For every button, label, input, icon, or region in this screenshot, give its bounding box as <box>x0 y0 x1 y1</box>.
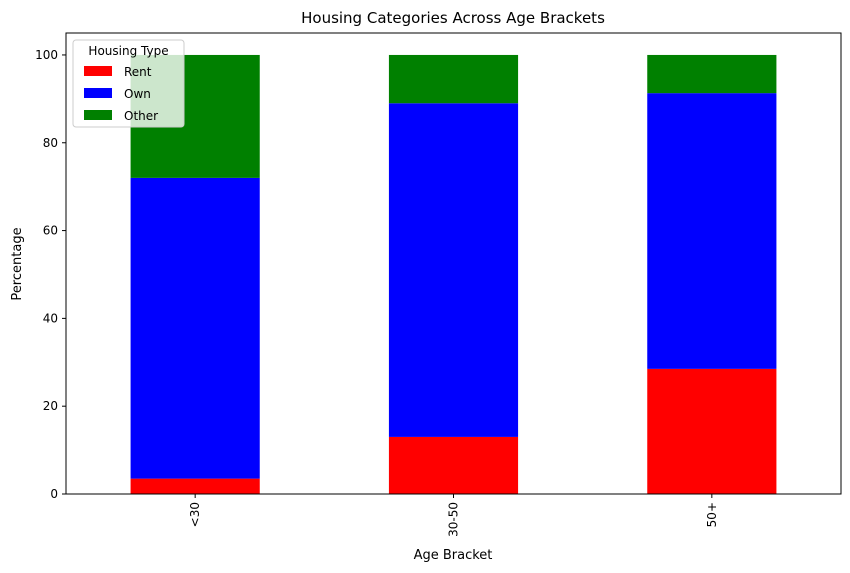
y-axis-label: Percentage <box>10 227 25 300</box>
bars-group <box>130 54 777 494</box>
y-tick-label-5: 100 <box>35 48 58 62</box>
legend-swatch-other <box>84 110 112 120</box>
bar-own-0 <box>130 177 260 479</box>
chart-title: Housing Categories Across Age Brackets <box>301 9 605 27</box>
bar-other-2 <box>647 54 777 94</box>
legend-label-own: Own <box>124 87 151 101</box>
x-axis-label: Age Bracket <box>414 548 493 563</box>
x-axis: <30 30-50 50+ <box>188 494 719 537</box>
legend: Housing Type Rent Own Other <box>72 39 185 128</box>
bar-rent-0 <box>130 478 260 494</box>
legend-title: Housing Type <box>88 44 168 58</box>
y-tick-label-3: 60 <box>43 224 58 238</box>
legend-label-other: Other <box>124 109 158 123</box>
y-axis: 0 20 40 60 80 100 <box>35 48 66 501</box>
y-tick-label-0: 0 <box>50 487 58 501</box>
x-tick-label-0: <30 <box>188 502 202 527</box>
legend-swatch-own <box>84 88 112 98</box>
bar-own-2 <box>647 93 777 369</box>
bar-own-1 <box>388 103 519 437</box>
y-tick-label-4: 80 <box>43 136 58 150</box>
y-tick-label-2: 40 <box>43 311 58 325</box>
bar-rent-1 <box>388 436 519 494</box>
legend-label-rent: Rent <box>124 65 152 79</box>
y-tick-label-1: 20 <box>43 399 58 413</box>
legend-box <box>72 39 185 128</box>
x-tick-label-2: 50+ <box>705 502 719 527</box>
x-tick-label-1: 30-50 <box>447 502 461 537</box>
bar-other-1 <box>388 54 519 104</box>
legend-swatch-rent <box>84 66 112 76</box>
bar-rent-2 <box>647 368 777 494</box>
